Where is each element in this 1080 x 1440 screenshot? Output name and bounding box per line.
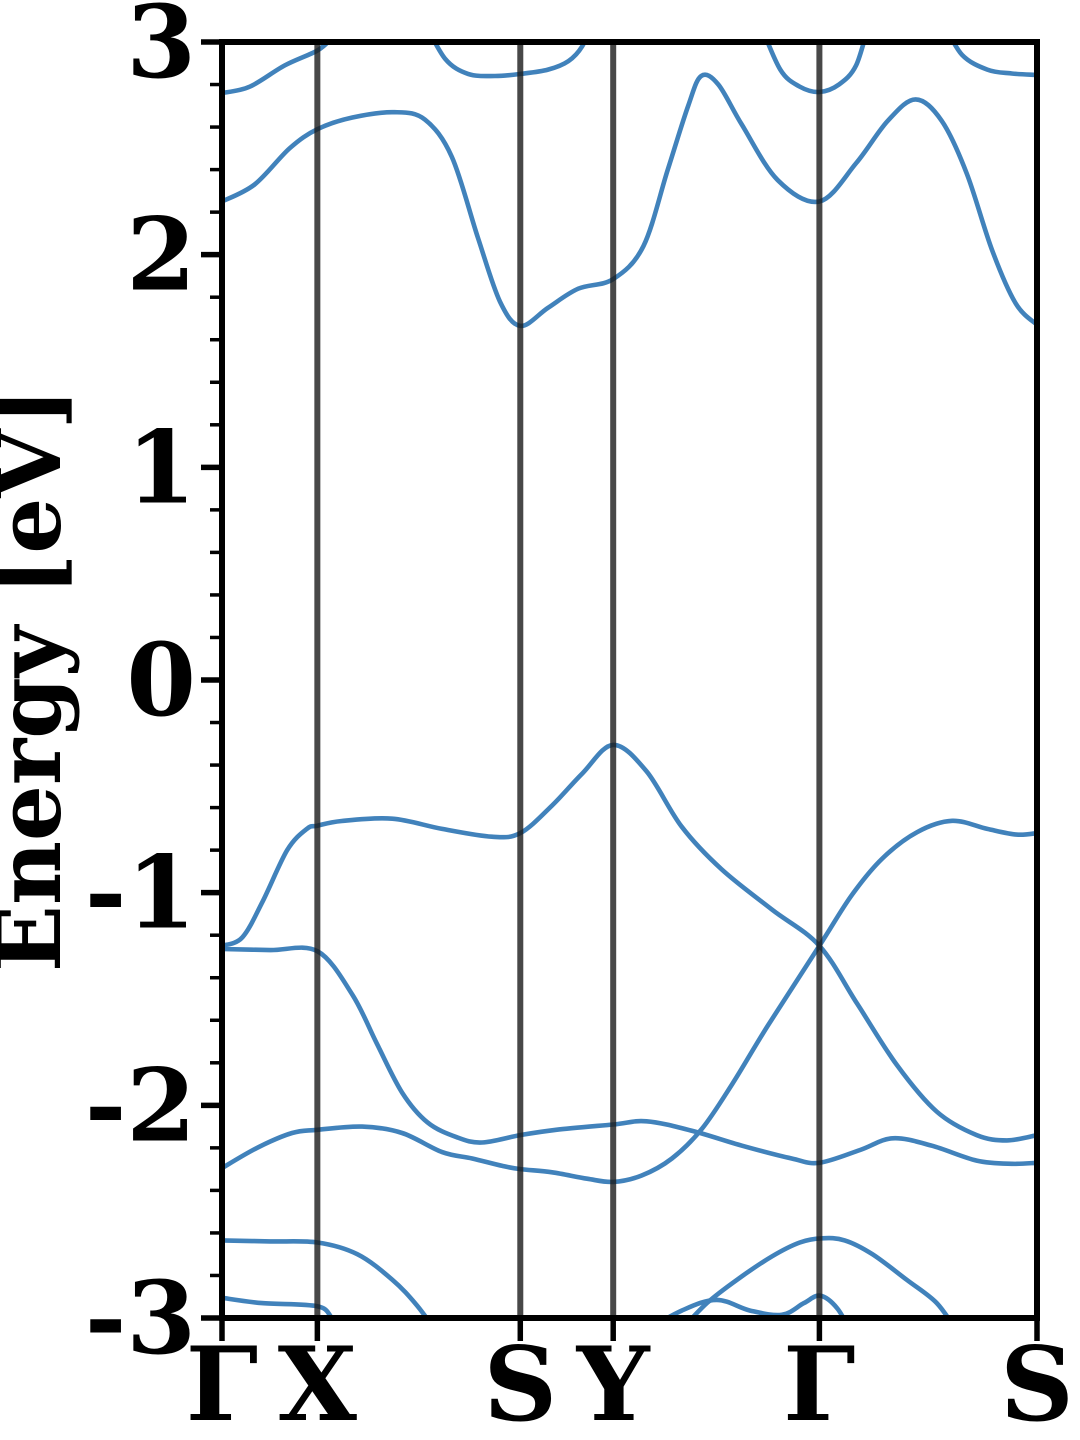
kpoint-guide-lines xyxy=(314,42,823,1318)
x-tick-label-4-Γ: Γ xyxy=(783,1325,855,1440)
band-6-segment-0 xyxy=(222,72,1037,329)
x-tick-label-2-S: S xyxy=(483,1325,557,1440)
x-tick-label-1-X: X xyxy=(278,1325,358,1440)
x-tick-label-0-Γ: Γ xyxy=(186,1325,258,1440)
y-tick-label-3: 3 xyxy=(126,0,196,101)
y-tick-label--3: -3 xyxy=(85,1259,196,1377)
band-3-segment-0 xyxy=(222,818,1037,1185)
band-7-segment-3 xyxy=(950,42,1037,78)
y-axis-label: Energy [eV] xyxy=(0,388,81,972)
bands-group xyxy=(222,42,1037,1318)
y-tick-label--2: -2 xyxy=(85,1046,196,1164)
x-axis-ticks xyxy=(219,1318,1040,1341)
y-tick-label--1: -1 xyxy=(85,834,196,952)
band-1-segment-1 xyxy=(662,1293,847,1318)
band-5-segment-0 xyxy=(222,945,1037,1167)
x-tick-label-3-Y: Y xyxy=(576,1325,651,1440)
band-7-segment-0 xyxy=(222,42,332,96)
band-2-segment-0 xyxy=(222,1238,430,1318)
y-tick-label-1: 1 xyxy=(126,408,196,526)
y-axis-ticks xyxy=(201,39,222,1321)
y-tick-label-2: 2 xyxy=(126,196,196,314)
y-tick-label-0: 0 xyxy=(126,621,196,739)
y-tick-labels: 3 2 1 0 -1 -2 -3 xyxy=(85,0,196,1377)
x-tick-label-5-S: S xyxy=(1000,1325,1074,1440)
band-4-segment-0 xyxy=(222,742,1037,1143)
band-7-segment-1 xyxy=(432,42,588,79)
band-7-segment-2 xyxy=(765,42,867,95)
